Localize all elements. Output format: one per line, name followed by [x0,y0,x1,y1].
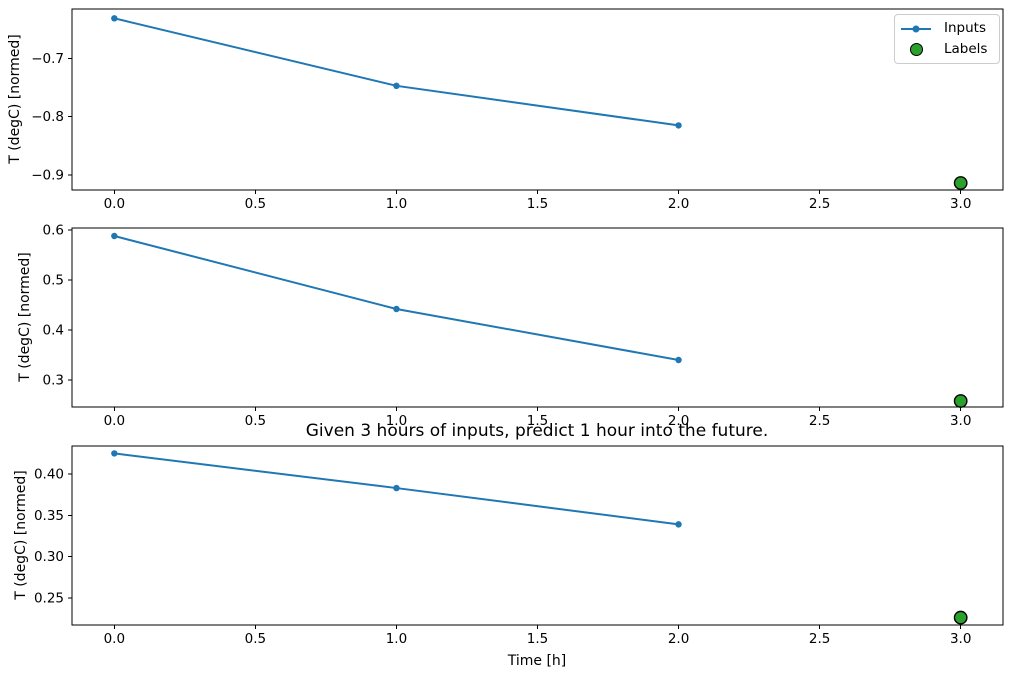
x-tick-label: 2.5 [809,413,830,429]
subplot-2: 0.0 0.5 1.0 1.5 2.0 2.5 3.0 0.6 0.5 0.4 0.3 [43,223,1004,429]
label-marker [953,394,968,408]
input-marker [111,15,118,22]
label-marker [953,610,968,625]
x-tick-label: 2.0 [668,413,689,429]
input-marker [393,484,400,492]
y-tick-label: −0.8 [31,109,64,125]
y-tick-label: 0.6 [43,223,64,239]
axes-frame [71,227,1004,408]
x-tick-label: 3.0 [950,631,971,647]
labels-circle-icon [900,43,932,56]
x-tick-label: 1.5 [527,631,548,647]
input-marker [393,82,400,90]
x-tick-label: 1.0 [386,413,407,429]
subplot-3: 0.0 0.5 1.0 1.5 2.0 2.5 3.0 0.40 0.35 0.30 0.25 [34,445,1004,647]
x-axis-label: Time [h] [507,653,567,669]
x-tick-label: 0.5 [245,631,266,647]
y-tick-label: 0.40 [34,467,64,483]
x-tick-label: 2.0 [668,631,689,647]
x-tick-label: 1.0 [386,196,407,212]
input-marker [675,122,682,129]
x-tick-label: 3.0 [950,196,971,212]
x-tick-label: 1.0 [386,631,407,647]
y-axis-label-subplot-3: T (degC) [normed] [13,470,29,600]
legend-item-labels: Labels [900,41,993,58]
inputs-line [113,17,680,127]
x-tick-label: 1.5 [527,413,548,429]
subplot-3-title: Given 3 hours of inputs, predict 1 hour … [305,421,769,441]
y-tick-label: 0.30 [34,549,64,565]
x-tick-label: 2.0 [668,196,689,212]
y-tick-label: 0.5 [43,273,64,289]
x-tick-label: 0.5 [245,413,266,429]
inputs-line-icon [900,25,932,32]
y-tick-label: −0.9 [31,167,64,183]
label-marker [953,176,968,190]
x-tick-label: 2.5 [809,631,830,647]
x-tick-label: 0.5 [245,196,266,212]
x-tick-label: 1.5 [527,196,548,212]
input-marker [111,232,118,240]
x-tick-label: 3.0 [950,413,971,429]
input-marker [393,305,400,313]
y-tick-label: 0.4 [43,323,64,339]
x-tick-label: 0.0 [104,196,125,212]
x-tick-label: 0.0 [104,631,125,647]
legend: Inputs Labels [894,14,1000,64]
subplot-1: 0.0 0.5 1.0 1.5 2.0 2.5 3.0 −0.7 −0.8 −0.9 [31,8,1004,212]
input-marker [675,521,682,528]
y-axis-label-subplot-2: T (degC) [normed] [17,252,33,382]
legend-label-labels: Labels [944,41,988,57]
legend-label-inputs: Inputs [944,20,986,36]
axes-frame [71,8,1004,191]
inputs-line [113,235,680,361]
y-tick-label: 0.25 [34,590,64,606]
axes-frame [71,445,1004,626]
input-marker [111,450,118,457]
x-tick-label: 2.5 [809,196,830,212]
input-marker [675,356,682,364]
x-tick-label: 0.0 [104,413,125,429]
y-tick-label: 0.3 [43,373,64,389]
y-axis-label-subplot-1: T (degC) [normed] [7,34,23,164]
legend-item-inputs: Inputs [900,20,993,37]
y-tick-label: 0.35 [34,508,64,524]
y-tick-label: −0.7 [31,51,64,67]
